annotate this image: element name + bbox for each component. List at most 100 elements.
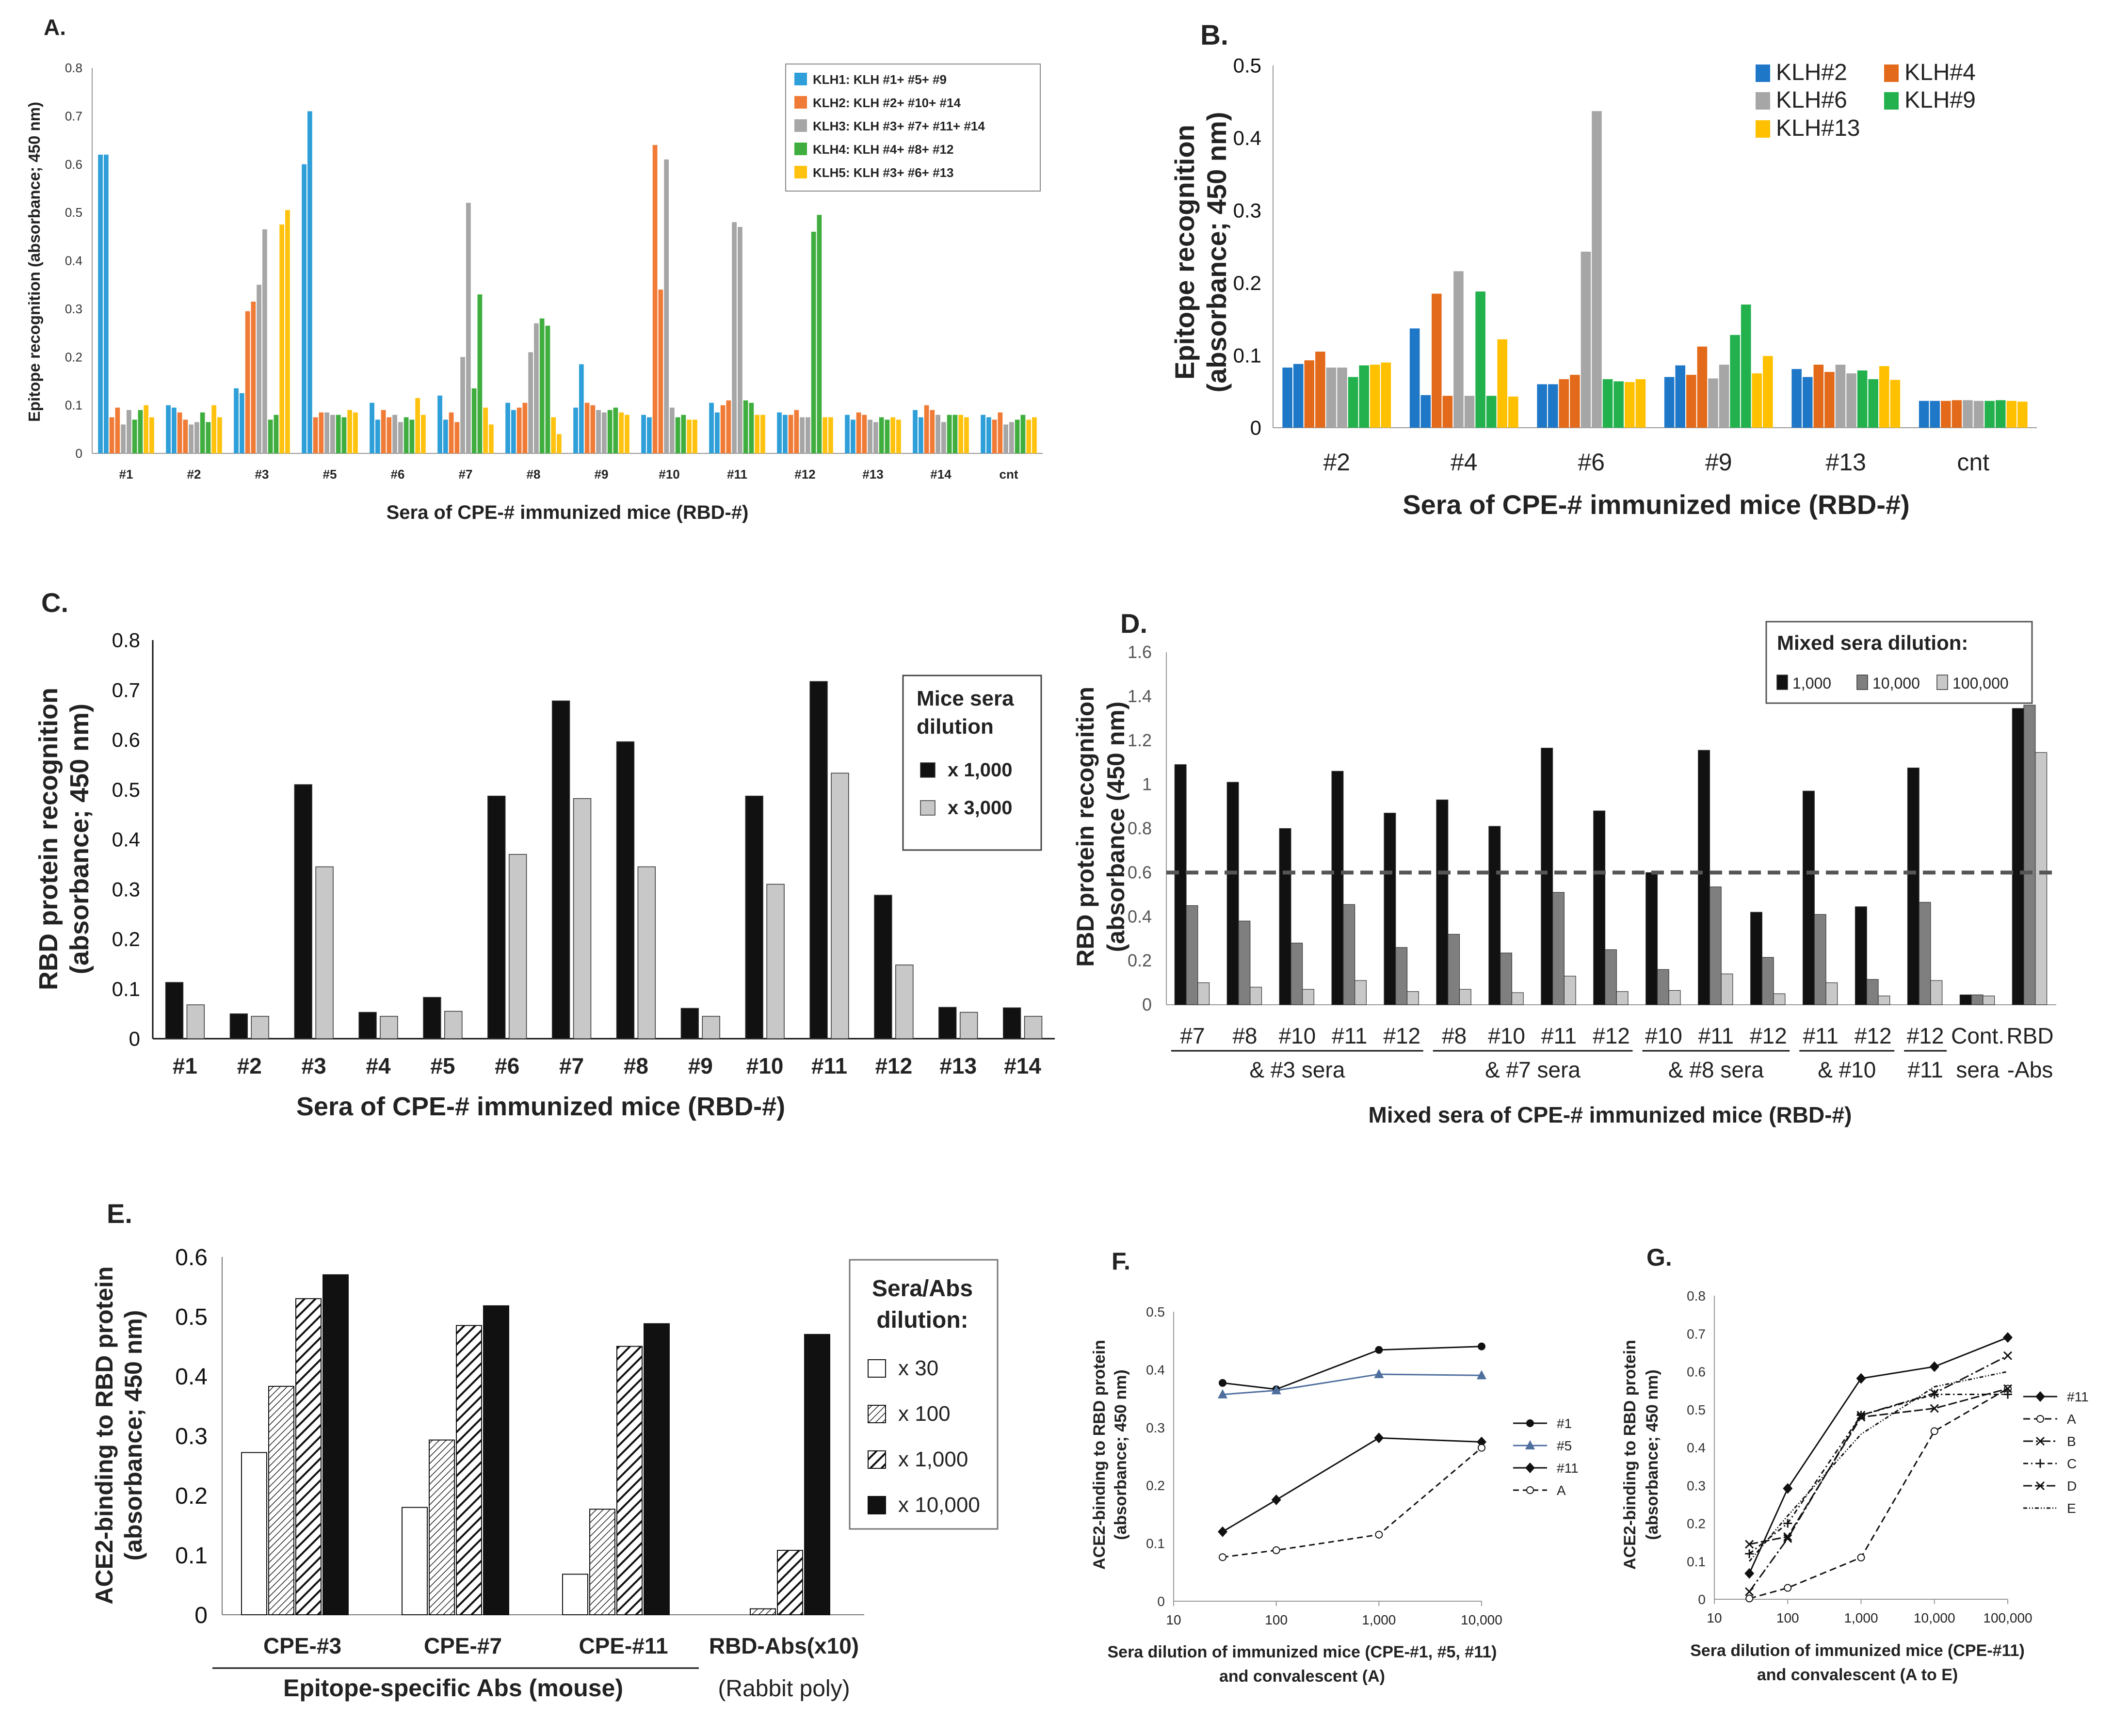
x-tick-label: #5 bbox=[430, 1053, 455, 1078]
bar-klh2-n12 bbox=[794, 410, 799, 453]
bar-KLH-9-n4 bbox=[1486, 396, 1497, 428]
legend-label: x 1,000 bbox=[898, 1447, 968, 1471]
bar-100000-6 bbox=[1459, 989, 1471, 1005]
y-tick-label: 0.3 bbox=[1233, 199, 1261, 222]
bar-klh3-n11 bbox=[738, 226, 742, 453]
y-tick-label: 0 bbox=[1157, 1594, 1165, 1609]
bar-klh5-n5 bbox=[347, 410, 353, 453]
legend-swatch bbox=[920, 762, 936, 778]
legend-swatch bbox=[1936, 675, 1948, 690]
legend-swatch bbox=[868, 1359, 886, 1378]
y-tick-label: 0 bbox=[194, 1603, 208, 1628]
x-tick-label: #13 bbox=[1826, 449, 1866, 476]
legend-swatch bbox=[794, 166, 807, 178]
bar-klh1-n6 bbox=[370, 402, 374, 453]
x-axis-title-line1: Sera dilution of immunized mice (CPE-#1,… bbox=[1107, 1643, 1497, 1661]
bar-klh5-n10 bbox=[693, 419, 697, 453]
y-tick-label: 0 bbox=[76, 446, 82, 461]
bar-x3000-n11 bbox=[831, 772, 849, 1039]
y-axis-title-line2: (absorbance; 450 nm) bbox=[1643, 1369, 1661, 1540]
series-line-n5 bbox=[1222, 1373, 1482, 1396]
bar-klh5-n12 bbox=[828, 417, 833, 453]
bar-klh2-n11 bbox=[726, 400, 731, 453]
bar-KLH-9-n2 bbox=[1348, 377, 1358, 428]
point-A bbox=[1745, 1594, 1754, 1603]
bar-klh5-n9 bbox=[619, 412, 624, 453]
y-tick-label: 0.2 bbox=[65, 350, 82, 364]
x-tick-label: #3 bbox=[302, 1053, 326, 1078]
y-axis-title-line2: (absorbance; 450 nm) bbox=[1112, 1369, 1130, 1540]
bar-KLH-13-n6 bbox=[1635, 379, 1646, 428]
bar-klh5-n3 bbox=[285, 210, 290, 453]
legend-swatch bbox=[1884, 92, 1899, 110]
y-tick-label: 0.5 bbox=[1233, 54, 1261, 77]
bar-100-4 bbox=[750, 1608, 776, 1615]
y-tick-label: 0.5 bbox=[112, 778, 140, 801]
bar-KLH-4-n2 bbox=[1315, 352, 1325, 428]
bar-x3000-n2 bbox=[251, 1016, 269, 1039]
y-axis-title-line1: ACE2-binding to RBD protein bbox=[91, 1266, 118, 1604]
y-tick-label: 0.8 bbox=[112, 629, 140, 652]
legend-label: E bbox=[2067, 1501, 2076, 1516]
bar-1000-1 bbox=[1174, 764, 1187, 1005]
y-tick-label: 0.6 bbox=[1128, 862, 1152, 882]
bar-klh2-n1 bbox=[109, 417, 114, 453]
y-tick-label: 0.1 bbox=[112, 978, 140, 1000]
bar-100000-14 bbox=[1878, 996, 1890, 1005]
x-tick-label: #12 bbox=[1855, 1023, 1892, 1048]
legend-label: KLH4: KLH #4+ #8+ #12 bbox=[813, 142, 953, 157]
x-tick-label: 10 bbox=[1166, 1612, 1181, 1627]
bar-klh4-n7 bbox=[471, 388, 477, 453]
legend-label: KLH3: KLH #3+ #7+ #11+ #14 bbox=[813, 119, 985, 133]
bar-klh4-cnt bbox=[1015, 419, 1020, 453]
bar-klh5-n1 bbox=[149, 417, 154, 453]
bar-klh5-n9 bbox=[625, 415, 629, 453]
x-tick-label: #1 bbox=[119, 467, 133, 482]
bar-1000-7 bbox=[1488, 826, 1501, 1005]
bar-klh5-n11 bbox=[760, 415, 765, 453]
bar-1000-2 bbox=[1226, 782, 1239, 1005]
x-tick-label: #10 bbox=[1488, 1023, 1525, 1048]
point-n1 bbox=[1478, 1342, 1485, 1350]
bar-KLH-9-n6 bbox=[1602, 379, 1613, 428]
bar-klh3-n5 bbox=[324, 412, 329, 453]
bar-klh2-n5 bbox=[319, 412, 324, 453]
bar-100-1 bbox=[268, 1385, 294, 1615]
bar-klh4-n9 bbox=[613, 407, 618, 453]
x-tick-label: #5 bbox=[323, 467, 337, 482]
point-n11 bbox=[1744, 1568, 1755, 1579]
bar-KLH-2-n4 bbox=[1409, 328, 1420, 428]
bar-klh3-n11 bbox=[732, 222, 737, 453]
y-tick-label: 0.2 bbox=[175, 1483, 208, 1509]
bar-10000-1 bbox=[323, 1274, 349, 1615]
bar-x1000-n2 bbox=[229, 1013, 248, 1039]
y-tick-label: 0.3 bbox=[175, 1424, 208, 1449]
y-axis-title-line2: (absorbance; 450 nm) bbox=[120, 1310, 147, 1561]
x-tick-label: #8 bbox=[527, 467, 541, 482]
bar-klh3-n13 bbox=[868, 419, 872, 453]
bar-KLH-6-cnt bbox=[1963, 400, 1973, 428]
x-tick-label: CPE-#7 bbox=[424, 1633, 502, 1658]
legend-label: C bbox=[2067, 1456, 2077, 1471]
bar-30-3 bbox=[562, 1574, 588, 1616]
bar-klh1-n5 bbox=[307, 111, 312, 453]
legend-box bbox=[902, 675, 1042, 851]
x-tick-label: RBD bbox=[2006, 1023, 2053, 1048]
bar-klh4-n9 bbox=[607, 410, 613, 453]
legend-label: KLH#6 bbox=[1776, 87, 1847, 113]
bar-1000-5 bbox=[1384, 813, 1396, 1005]
bar-klh1-n3 bbox=[239, 393, 244, 453]
bar-KLH-4-n6 bbox=[1570, 374, 1580, 428]
y-tick-label: 0.3 bbox=[112, 878, 140, 900]
bar-1000-6 bbox=[1436, 799, 1449, 1005]
legend-marker bbox=[2035, 1481, 2045, 1491]
y-tick-label: 0.2 bbox=[1233, 272, 1261, 294]
y-tick-label: 0.6 bbox=[175, 1245, 208, 1270]
bar-klh4-n13 bbox=[879, 417, 884, 453]
bar-1000-17 bbox=[2012, 708, 2024, 1005]
bar-klh5-cnt bbox=[1026, 419, 1032, 453]
legend-marker bbox=[2036, 1459, 2045, 1468]
bar-klh4-n1 bbox=[138, 410, 143, 453]
point-A bbox=[1272, 1546, 1280, 1554]
group-label: & #3 sera bbox=[1249, 1057, 1345, 1082]
